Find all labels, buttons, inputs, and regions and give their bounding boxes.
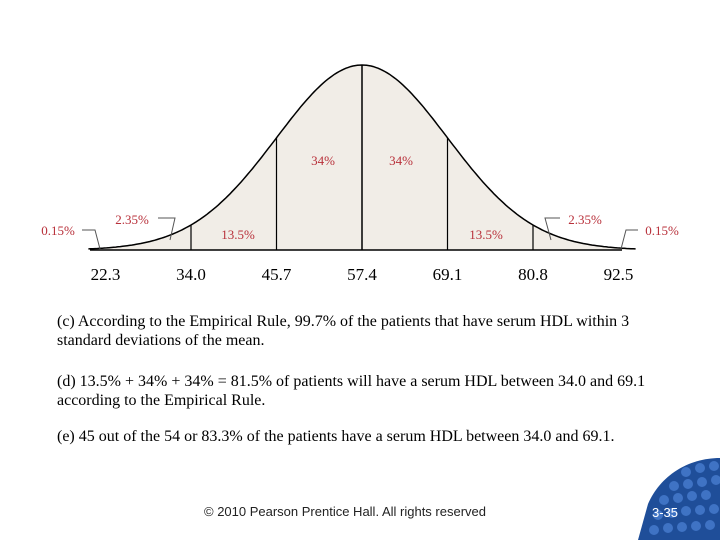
x-tick-label: 45.7 (262, 265, 292, 284)
copyright-footer: © 2010 Pearson Prentice Hall. All rights… (204, 504, 486, 519)
x-tick-label: 69.1 (433, 265, 463, 284)
statement-e: (e) 45 out of the 54 or 83.3% of the pat… (57, 428, 615, 445)
curve-line (88, 64, 636, 250)
x-tick-label: 22.3 (91, 265, 121, 284)
region-percent-label: 0.15% (41, 223, 75, 238)
region-percent-label: 34% (389, 153, 413, 168)
leader-line (82, 229, 101, 250)
statement-c: (c) According to the Empirical Rule, 99.… (57, 313, 630, 349)
leader-line (620, 229, 638, 250)
statement-d: (d) 13.5% + 34% + 34% = 81.5% of patient… (57, 373, 646, 409)
slide-number: 3-35 (651, 505, 679, 520)
x-tick-label: 34.0 (176, 265, 206, 284)
x-tick-label: 80.8 (518, 265, 548, 284)
leader-line (544, 217, 560, 241)
region-percent-label: 2.35% (115, 212, 149, 227)
region-percent-label: 13.5% (469, 227, 503, 242)
normal-curve-chart: 0.15% 2.35% 13.5% 34% 34% 13.5% 2.35% 0.15% 22.… (41, 64, 679, 284)
x-tick-label: 57.4 (347, 265, 377, 284)
x-tick-label: 92.5 (604, 265, 634, 284)
region-percent-label: 2.35% (568, 212, 602, 227)
region-percent-label: 34% (311, 153, 335, 168)
publisher-logo-icon (638, 458, 720, 540)
leader-line (158, 217, 176, 241)
region-percent-label: 0.15% (645, 223, 679, 238)
region-percent-label: 13.5% (221, 227, 255, 242)
